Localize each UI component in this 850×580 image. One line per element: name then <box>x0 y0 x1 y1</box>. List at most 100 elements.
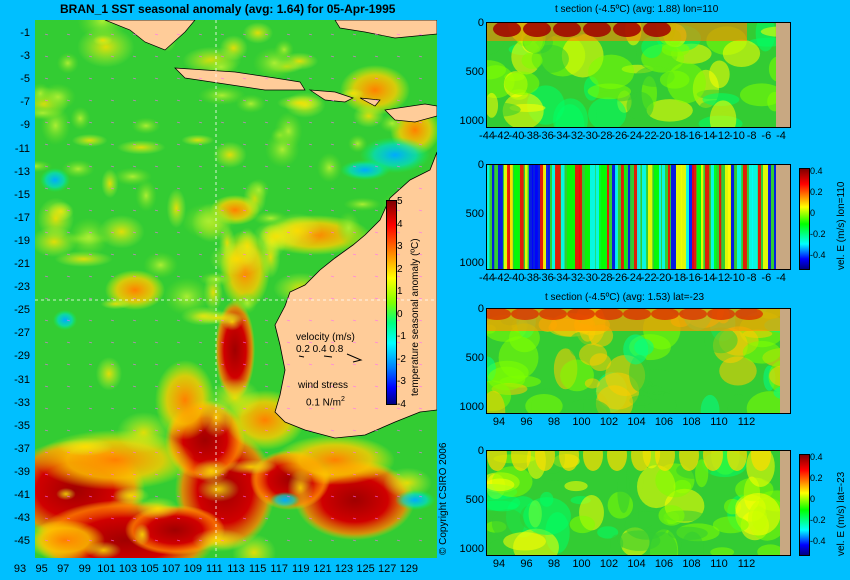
lat-label: -13 <box>14 165 30 178</box>
velocity-legend-arrows <box>298 353 363 363</box>
sst-colorbar-tick: 0 <box>397 308 403 320</box>
copyright: © Copyright CSIRO 2006 <box>438 442 449 555</box>
panel-x-tick: -14 <box>699 130 716 142</box>
lon-label: 105 <box>140 563 159 575</box>
panel-x-tick: -8 <box>746 130 757 142</box>
panel-x-tick: -38 <box>523 272 540 284</box>
lon-label: 125 <box>356 563 375 575</box>
panel-x-tick: -26 <box>611 130 628 142</box>
velocity-legend-values: 0.2 0.4 0.8 <box>296 344 344 355</box>
lon-label: 107 <box>162 563 181 575</box>
panel-x-tick: -16 <box>684 272 701 284</box>
lat-label: -29 <box>14 350 30 363</box>
velocity-colorbar-tick: -0.2 <box>810 229 826 239</box>
velocity-legend-title: velocity (m/s) <box>296 332 355 343</box>
velocity-colorbar-tick: 0 <box>810 494 816 504</box>
land-borneo <box>334 20 437 39</box>
velocity-colorbar-tick: 0.2 <box>810 473 823 483</box>
panel-x-tick: 106 <box>654 558 674 570</box>
panel-x-tick: 94 <box>492 558 506 570</box>
land-sumatra <box>104 20 196 51</box>
panel-x-tick: -30 <box>581 130 598 142</box>
panel-x-tick: 108 <box>682 558 701 570</box>
lat-label: -25 <box>14 304 30 317</box>
panel-x-tick: -28 <box>596 272 613 284</box>
panel-x-tick: -20 <box>655 130 672 142</box>
section-panel-1 <box>486 22 791 128</box>
sst-colorbar-tick: -1 <box>397 331 406 342</box>
panel-x-tick: -32 <box>567 272 584 284</box>
sst-colorbar-label: temperature seasonal anomaly (ºC) <box>410 238 421 396</box>
panel-x-tick: -12 <box>714 130 731 142</box>
panel-x-tick: -8 <box>746 272 757 284</box>
lon-label: 111 <box>206 563 223 575</box>
lon-label: 93 <box>13 563 27 575</box>
section-panel-2 <box>486 164 791 270</box>
panel-x-tick: 110 <box>710 416 728 428</box>
panel-x-tick: 112 <box>737 558 756 570</box>
lon-label: 129 <box>399 563 418 575</box>
panel-x-tick: -34 <box>552 130 569 142</box>
panel-y-tick: 0 <box>477 17 484 29</box>
sst-colorbar-tick: -3 <box>397 376 406 387</box>
lat-label: -41 <box>14 489 30 501</box>
lat-label: -7 <box>20 96 30 109</box>
panel-y-tick: 500 <box>465 494 484 506</box>
velocity-colorbar <box>799 454 810 556</box>
panel-y-tick: 1000 <box>459 543 484 555</box>
wind-stress-vectors <box>44 33 423 542</box>
lon-label: 113 <box>227 563 245 575</box>
lat-label: -27 <box>14 327 30 340</box>
lon-label: 117 <box>270 563 288 575</box>
velocity-colorbar-tick: 0.2 <box>810 187 823 197</box>
panel-x-tick: -16 <box>684 130 701 142</box>
panel-x-tick: -34 <box>552 272 569 284</box>
panel-x-tick: -6 <box>761 272 772 284</box>
velocity-colorbar-label: vel. E (m/s) lat=-23 <box>836 471 847 556</box>
sst-colorbar-tick: 4 <box>397 218 403 230</box>
panel-x-tick: -42 <box>493 272 510 284</box>
sst-colorbar-tick: -4 <box>397 398 406 410</box>
lat-label: -5 <box>20 73 30 86</box>
panel-x-tick: 110 <box>710 558 728 570</box>
sst-colorbar-tick: 1 <box>397 286 403 297</box>
velocity-colorbar-tick: -0.4 <box>810 250 826 260</box>
panel-x-tick: 96 <box>520 416 533 428</box>
panel-x-tick: -14 <box>699 272 716 284</box>
lon-label: 119 <box>292 563 310 575</box>
panel-x-tick: -26 <box>611 272 628 284</box>
lat-label: -3 <box>20 50 30 63</box>
panel-y-tick: 500 <box>465 66 484 78</box>
lat-label: -9 <box>20 119 30 132</box>
lat-label: -19 <box>14 234 30 247</box>
panel-x-tick: -24 <box>626 130 642 142</box>
panel-x-tick: 102 <box>599 558 619 570</box>
panel-x-tick: -30 <box>581 272 598 284</box>
lon-label: 121 <box>313 563 332 575</box>
velocity-colorbar-label: vel. E (m/s) lon=110 <box>836 181 847 270</box>
lat-label: -31 <box>14 373 30 386</box>
sst-colorbar-tick: -2 <box>397 353 406 365</box>
panel-y-tick: 500 <box>465 208 484 220</box>
lat-label: -11 <box>14 142 30 155</box>
lon-label: 109 <box>183 563 202 575</box>
panel-x-tick: -42 <box>493 130 510 142</box>
lat-label: -35 <box>14 419 30 432</box>
section-panel-4 <box>486 450 791 556</box>
panel-x-tick: 108 <box>682 416 701 428</box>
lat-label: -39 <box>14 465 30 478</box>
lat-label: -17 <box>14 211 30 224</box>
panel-x-tick: 104 <box>627 416 646 428</box>
sst-colorbar <box>386 200 397 405</box>
velocity-colorbar-tick: 0 <box>810 208 816 218</box>
panel-x-tick: 96 <box>520 558 533 570</box>
panel-x-tick: -18 <box>670 130 687 142</box>
panel-x-tick: 106 <box>654 416 674 428</box>
wind-stress-value: 0.1 N/m2 <box>306 396 345 409</box>
panel-x-tick: -6 <box>761 130 772 142</box>
panel-x-tick: 98 <box>547 416 561 428</box>
lat-label: -45 <box>14 535 30 548</box>
panel-y-tick: 1000 <box>459 401 484 413</box>
panel-title: t section (-4.5ºC) (avg: 1.88) lon=110 <box>555 4 719 15</box>
panel-x-tick: -40 <box>508 130 525 142</box>
